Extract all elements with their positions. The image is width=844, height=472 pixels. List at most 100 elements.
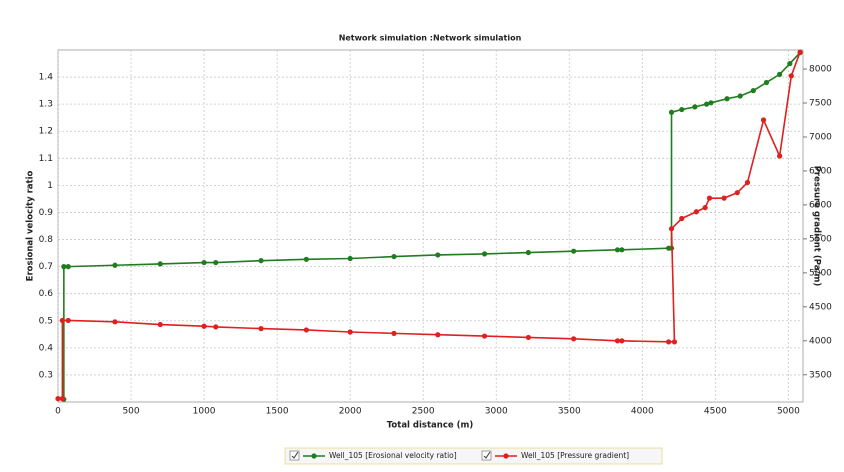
data-point: [258, 326, 264, 332]
y2-tick-label: 6500: [809, 166, 832, 176]
y2-axis-label: Pressure gradient (Pa/m): [812, 166, 822, 287]
data-point: [303, 256, 309, 262]
legend-marker: [311, 453, 317, 459]
data-point: [201, 259, 207, 266]
data-point: [777, 153, 783, 159]
data-point: [788, 73, 794, 79]
data-point: [55, 396, 61, 402]
legend-checkbox[interactable]: [289, 450, 300, 461]
y2-tick-label: 6000: [809, 200, 832, 210]
data-point: [157, 321, 163, 328]
y-tick-label: 0.6: [39, 289, 54, 299]
data-point: [571, 248, 577, 254]
data-point: [671, 339, 678, 345]
x-tick-label: 4000: [631, 407, 654, 417]
data-point: [213, 324, 219, 330]
data-point: [679, 106, 685, 113]
data-point: [679, 215, 685, 222]
data-point: [734, 190, 740, 196]
data-point: [619, 338, 625, 344]
x-tick-label: 3500: [558, 407, 581, 417]
data-point: [59, 396, 65, 402]
y-tick-label: 1.4: [39, 73, 54, 83]
data-point: [65, 317, 71, 324]
y2-tick-label: 4500: [809, 302, 832, 312]
data-point: [213, 259, 219, 266]
data-point: [61, 264, 67, 270]
data-point: [525, 249, 531, 256]
x-tick-label: 2000: [339, 407, 362, 417]
data-point: [258, 258, 264, 264]
y2-tick-label: 5000: [809, 268, 832, 278]
data-point: [481, 251, 488, 257]
data-point: [666, 339, 672, 345]
x-tick-label: 500: [122, 407, 139, 417]
plot-area: [57, 49, 804, 403]
y2-tick-label: 4000: [809, 336, 832, 346]
y-tick-label: 0.7: [39, 262, 53, 272]
y2-tick-label: 3500: [809, 370, 832, 380]
data-point: [435, 252, 441, 258]
data-point: [391, 253, 397, 260]
x-tick-label: 5000: [777, 407, 800, 417]
y-tick-label: 0.5: [39, 316, 53, 326]
data-point: [481, 333, 488, 339]
data-point: [347, 329, 353, 335]
data-point: [702, 205, 708, 211]
data-point: [708, 100, 714, 106]
data-point: [693, 209, 699, 215]
data-point: [303, 327, 309, 333]
legend-label: Well_105 [Pressure gradient]: [521, 451, 629, 460]
legend-check: [291, 451, 299, 459]
legend-marker: [503, 453, 509, 459]
y2-tick-label: 7500: [809, 99, 832, 109]
legend-checkbox[interactable]: [481, 450, 492, 461]
x-tick-label: 4500: [704, 407, 727, 417]
legend: [284, 447, 663, 465]
y-tick-label: 1.3: [39, 100, 53, 110]
x-tick-label: 3000: [485, 407, 508, 417]
y-tick-label: 0.4: [39, 343, 54, 353]
y2-tick-label: 7000: [809, 132, 832, 142]
x-axis-label: Total distance (m): [387, 421, 474, 431]
y-tick-label: 1: [47, 181, 53, 191]
x-tick-label: 2500: [412, 407, 435, 417]
data-point: [435, 332, 441, 338]
data-point: [525, 334, 531, 341]
data-point: [797, 49, 803, 55]
data-point: [65, 264, 71, 270]
y-tick-label: 1.2: [39, 127, 53, 137]
data-point: [157, 261, 163, 267]
data-point: [614, 338, 621, 344]
y-tick-label: 0.9: [39, 208, 54, 218]
chart-title: Network simulation :Network simulation: [339, 34, 522, 43]
data-point: [112, 319, 118, 325]
data-point: [112, 262, 118, 268]
data-point: [777, 71, 783, 77]
data-point: [347, 255, 353, 262]
y-tick-label: 1.1: [39, 154, 53, 164]
data-point: [692, 104, 698, 110]
x-tick-label: 1000: [193, 407, 216, 417]
y2-tick-label: 5500: [809, 234, 832, 244]
data-point: [737, 93, 743, 99]
y2-tick-label: 8000: [809, 65, 832, 75]
data-point: [571, 336, 577, 342]
data-point: [760, 117, 767, 123]
x-tick-label: 0: [55, 407, 61, 417]
data-point: [391, 330, 397, 336]
legend-check: [483, 451, 491, 459]
data-point: [787, 60, 793, 67]
data-point: [724, 96, 730, 102]
data-point: [59, 317, 65, 324]
data-point: [614, 247, 621, 253]
y-axis-label: Erosional velocity ratio: [26, 171, 36, 282]
data-point: [201, 323, 207, 329]
data-point: [668, 226, 675, 232]
data-point: [744, 179, 751, 186]
data-point: [750, 88, 756, 94]
legend-label: Well_105 [Erosional velocity ratio]: [329, 451, 457, 460]
data-point: [763, 79, 770, 86]
data-point: [619, 247, 625, 253]
